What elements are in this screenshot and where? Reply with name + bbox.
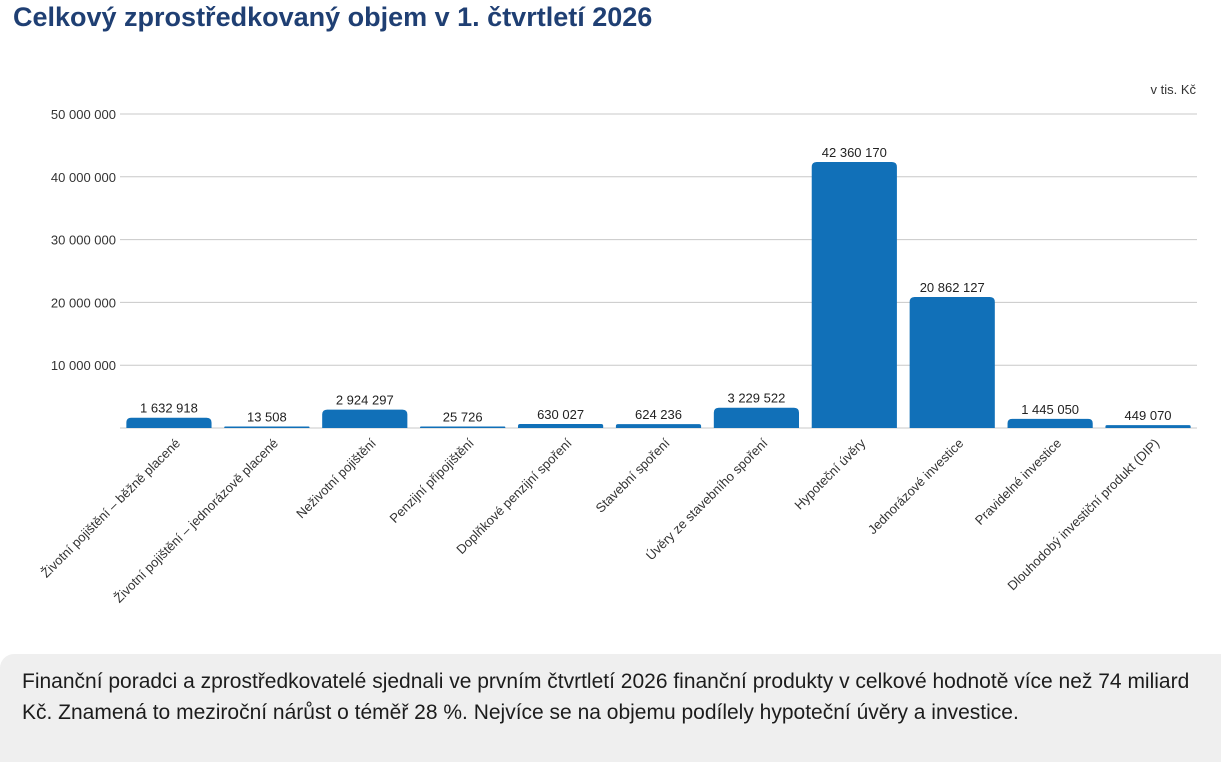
y-tick-label: 10 000 000 [51,358,116,373]
value-labels: 1 632 918 13 508 2 924 297 25 726 630 027 624… [140,145,1172,425]
gridlines [120,113,1197,429]
caption-box: Finanční poradci a zprostředkovatelé sje… [0,654,1221,762]
data-label: 630 027 [537,407,584,422]
x-tick-label: Životní pojištění – jednorázově placené [111,436,281,606]
bar-chart: 10 000 000 20 000 000 30 000 000 40 000 000… [38,82,1197,606]
y-tick-label: 30 000 000 [51,233,116,248]
y-tick-label: 20 000 000 [51,295,116,310]
bar [518,424,604,428]
x-tick-label: Penzijní připojištění [386,435,477,526]
bar [1007,418,1093,428]
data-label: 42 360 170 [822,145,887,160]
bar [1105,425,1191,428]
data-label: 25 726 [443,410,483,425]
category-labels: Životní pojištění – běžně placenéŽivotní… [38,435,1162,605]
y-tick-label: 50 000 000 [51,107,116,122]
data-label: 3 229 522 [727,391,785,406]
bar [126,417,212,428]
y-tick-label: 40 000 000 [51,170,116,185]
x-tick-label: Pravidelné investice [972,436,1064,528]
bar [811,161,897,428]
x-tick-label: Hypoteční úvěry [791,435,868,512]
unit-label: v tis. Kč [1150,82,1196,97]
x-tick-label: Jednorázové investice [865,436,967,538]
data-label: 2 924 297 [336,393,394,408]
bar [909,296,995,428]
x-tick-label: Doplňkové penzijní spoření [453,435,575,557]
caption-text: Finanční poradci a zprostředkovatelé sje… [22,670,1190,724]
data-label: 1 632 918 [140,401,198,416]
bars [126,161,1191,428]
x-tick-label: Stavební spoření [593,435,673,515]
bar [224,426,310,428]
data-label: 13 508 [247,410,287,425]
data-label: 624 236 [635,407,682,422]
x-tick-label: Dlouhodobý investiční produkt (DIP) [1004,436,1162,594]
data-label: 1 445 050 [1021,402,1079,417]
data-label: 20 862 127 [920,280,985,295]
bar [713,407,799,428]
y-axis-ticks: 10 000 000 20 000 000 30 000 000 40 000 000… [51,107,116,373]
bar [322,409,408,428]
x-tick-label: Neživotní pojištění [293,435,379,521]
chart-title: Celkový zprostředkovaný objem v 1. čtvrt… [13,2,653,32]
bar [615,424,702,428]
bar [420,426,506,428]
data-label: 449 070 [1125,408,1172,423]
